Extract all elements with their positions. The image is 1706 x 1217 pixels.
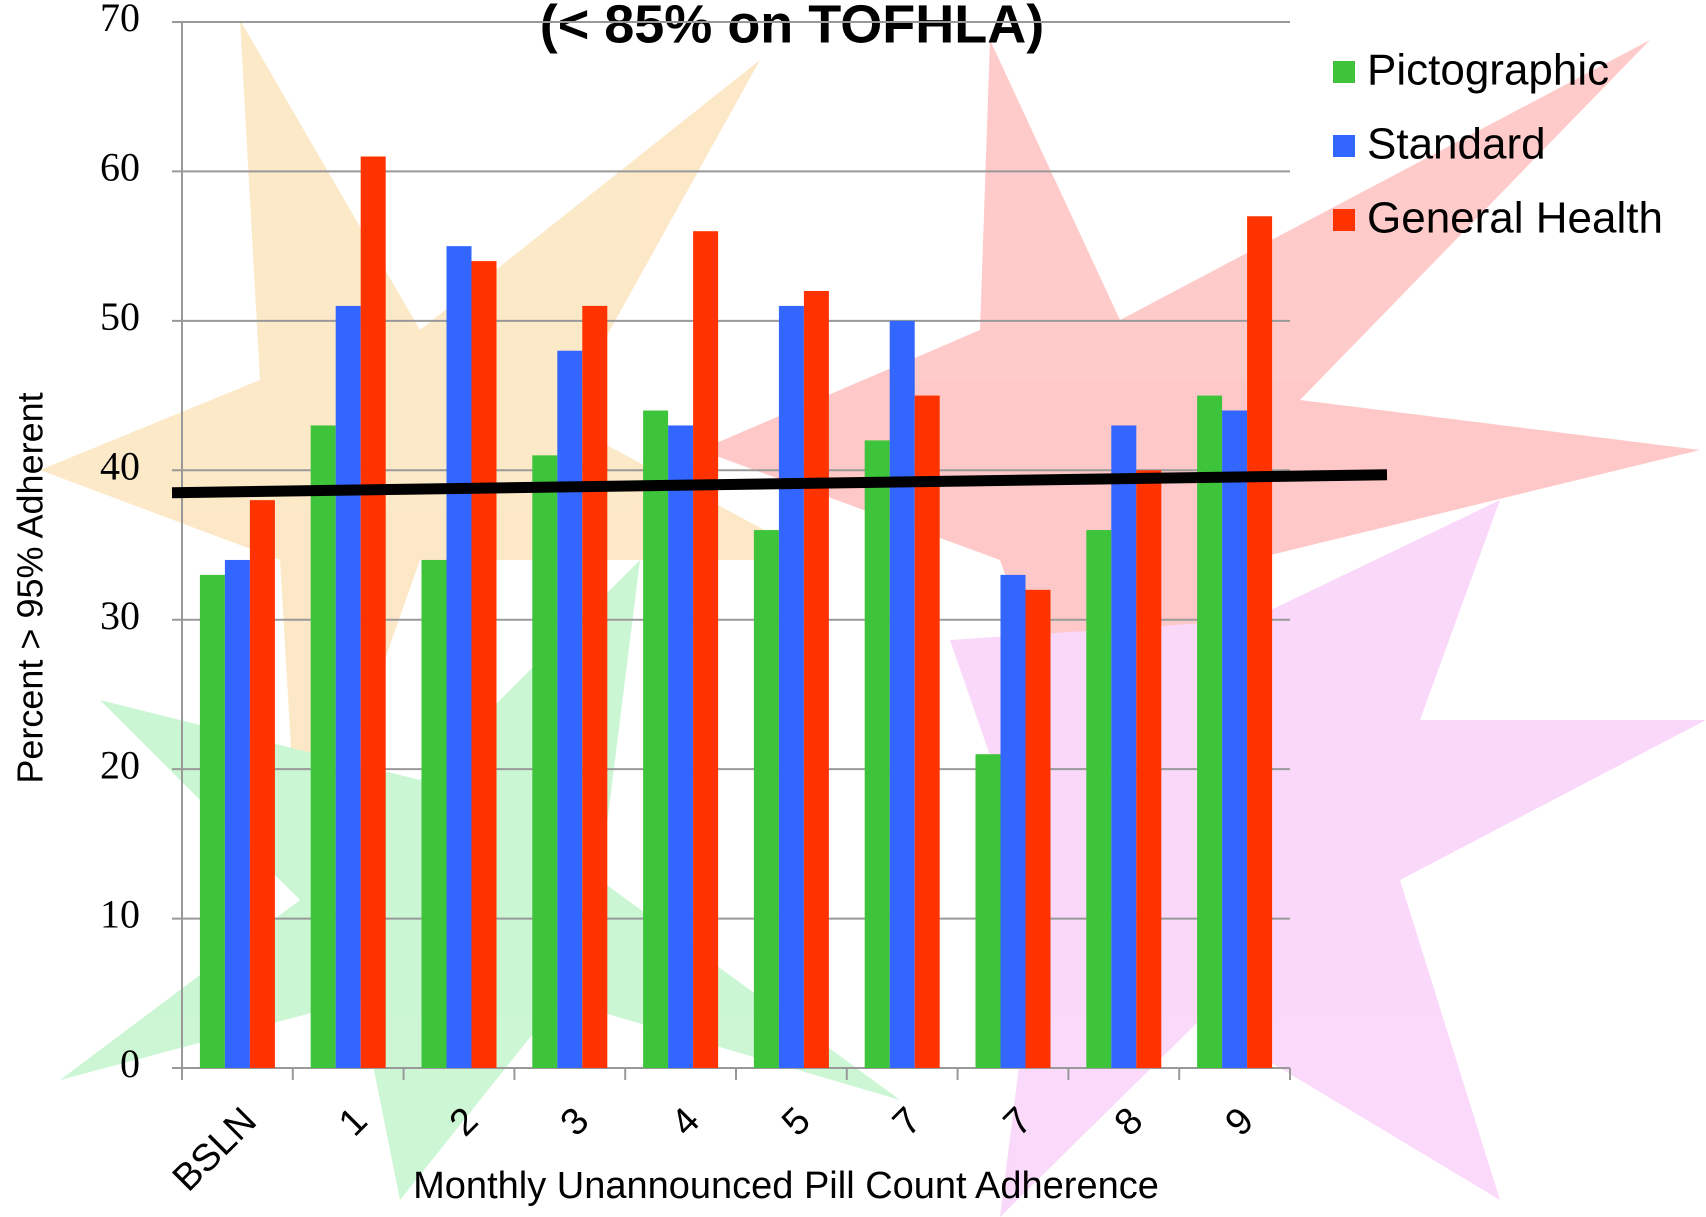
- x-tick-label: 4: [663, 1100, 708, 1145]
- legend-label: Pictographic: [1367, 46, 1609, 95]
- x-tick-label: 9: [1217, 1100, 1262, 1145]
- bar: [532, 455, 557, 1068]
- y-axis-label: Percent > 95% Adherent: [10, 392, 51, 783]
- y-tick-label: 70: [100, 0, 140, 40]
- chart: (< 85% on TOFHLA) Percent > 95% Adherent…: [0, 0, 1706, 1217]
- bar: [1086, 530, 1111, 1068]
- bar: [865, 440, 890, 1068]
- y-tick-label: 20: [100, 742, 140, 787]
- bar: [1197, 396, 1222, 1068]
- bar: [804, 291, 829, 1068]
- y-tick-label: 60: [100, 145, 140, 190]
- bar: [915, 396, 940, 1068]
- bar: [1136, 470, 1161, 1068]
- y-tick-label: 40: [100, 443, 140, 488]
- legend-label: General Health: [1367, 194, 1663, 243]
- y-tick-label: 30: [100, 593, 140, 638]
- x-tick-label: 1: [331, 1100, 376, 1145]
- bar: [693, 231, 718, 1068]
- bar: [1111, 425, 1136, 1068]
- x-tick-label: 8: [1107, 1100, 1152, 1145]
- y-tick-label: 0: [120, 1041, 140, 1086]
- y-tick-label: 50: [100, 294, 140, 339]
- bar: [225, 560, 250, 1068]
- x-tick-label: BSLN: [165, 1100, 265, 1200]
- legend-swatch: [1333, 209, 1355, 231]
- bar: [643, 411, 668, 1068]
- x-tick-label: 3: [553, 1100, 598, 1145]
- bar: [472, 261, 497, 1068]
- bar: [779, 306, 804, 1068]
- x-axis-label: Monthly Unannounced Pill Count Adherence: [413, 1165, 1159, 1207]
- bar: [1247, 216, 1272, 1068]
- bar: [754, 530, 779, 1068]
- bar: [668, 425, 693, 1068]
- bar: [1222, 411, 1247, 1068]
- bar: [447, 246, 472, 1068]
- bar: [890, 321, 915, 1068]
- legend-swatch: [1333, 61, 1355, 83]
- bar: [1026, 590, 1051, 1068]
- bar: [557, 351, 582, 1068]
- bar: [361, 156, 386, 1068]
- x-tick-label: 7: [885, 1100, 930, 1145]
- x-tick-label: 5: [774, 1100, 819, 1145]
- bar: [422, 560, 447, 1068]
- bar: [311, 425, 336, 1068]
- y-tick-label: 10: [100, 892, 140, 937]
- bar: [976, 754, 1001, 1068]
- bar: [200, 575, 225, 1068]
- chart-title: (< 85% on TOFHLA): [540, 0, 1045, 54]
- bar: [336, 306, 361, 1068]
- legend-label: Standard: [1367, 120, 1546, 169]
- bar: [1001, 575, 1026, 1068]
- legend-swatch: [1333, 135, 1355, 157]
- bar: [582, 306, 607, 1068]
- bar: [250, 500, 275, 1068]
